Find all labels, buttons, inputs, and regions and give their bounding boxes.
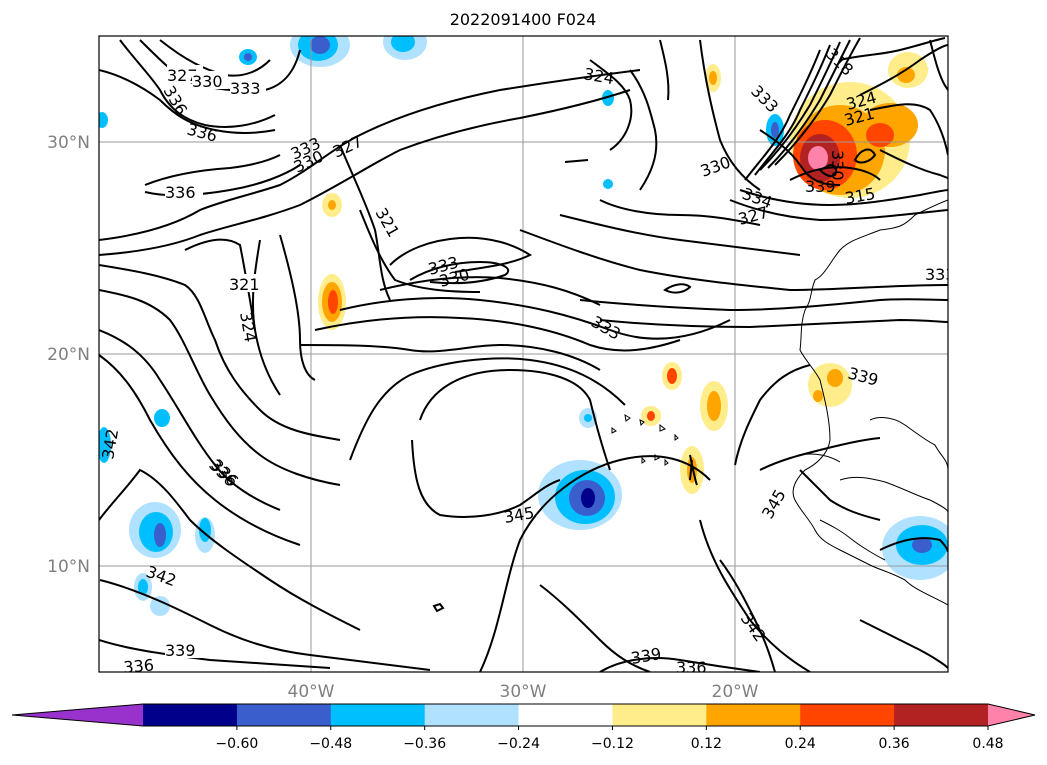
contour-label: 321 bbox=[229, 275, 260, 294]
colorbar-tick-label: 0.12 bbox=[691, 736, 722, 752]
contour-label: 315 bbox=[843, 184, 876, 208]
contour-label: 333 bbox=[925, 265, 956, 284]
contour-label: 330 bbox=[828, 150, 847, 181]
lon-label: 40°W bbox=[288, 682, 335, 702]
lon-label: 30°W bbox=[500, 682, 547, 702]
contour-label: 336 bbox=[160, 83, 192, 119]
contour-label: 327 bbox=[167, 66, 198, 85]
colorbar-segment bbox=[143, 704, 238, 726]
contour-label: 327 bbox=[736, 203, 770, 229]
contour-label: 339 bbox=[165, 641, 196, 660]
colorbar: −0.60 −0.48 −0.36 −0.24 −0.12 0.12 0.24 0.36 0.4… bbox=[11, 703, 1036, 752]
colorbar-segment bbox=[800, 704, 895, 726]
colorbar-tick-label: 0.48 bbox=[972, 736, 1003, 752]
colorbar-tick-label: −0.24 bbox=[497, 736, 540, 752]
coastlines bbox=[611, 199, 948, 606]
contour-label: 333 bbox=[747, 81, 782, 116]
lat-label: 10°N bbox=[47, 557, 90, 577]
contour-label: 336 bbox=[123, 655, 155, 677]
contour-label: 330 bbox=[698, 152, 733, 180]
colorbar-segment bbox=[236, 704, 332, 726]
contour-label: 324 bbox=[582, 64, 615, 88]
contour-label: 336 bbox=[676, 658, 707, 677]
map-area: 327 330 333 336 336 333 330 327 336 321 … bbox=[98, 36, 956, 677]
contour-label: 336 bbox=[165, 183, 196, 202]
colorbar-tick-label: 0.24 bbox=[785, 736, 816, 752]
colorbar-outline bbox=[11, 703, 1036, 727]
colorbar-segment bbox=[612, 704, 707, 726]
colorbar-segment bbox=[330, 704, 426, 726]
map-frame bbox=[98, 35, 949, 673]
colorbar-segment bbox=[706, 704, 801, 726]
colorbar-tick-label: −0.12 bbox=[591, 736, 634, 752]
contour-label: 330 bbox=[192, 72, 223, 91]
map-gridlines bbox=[99, 36, 948, 672]
colorbar-tick-label: 0.36 bbox=[879, 736, 910, 752]
contour-label: 345 bbox=[758, 486, 790, 522]
colorbar-extend-min bbox=[12, 704, 143, 726]
colorbar-tick-label: −0.60 bbox=[215, 736, 258, 752]
contour-label: 339 bbox=[805, 177, 836, 196]
colorbar-segment bbox=[518, 704, 613, 726]
lon-label: 20°W bbox=[712, 682, 759, 702]
colorbar-tick-label: −0.36 bbox=[403, 736, 446, 752]
colorbar-tick-label: −0.48 bbox=[309, 736, 352, 752]
contour-label: 324 bbox=[236, 310, 260, 343]
contour-label: 342 bbox=[98, 427, 122, 460]
contour-label: 339 bbox=[629, 644, 662, 668]
colorbar-segment bbox=[424, 704, 520, 726]
map-title: 2022091400 F024 bbox=[450, 10, 597, 29]
lat-label: 30°N bbox=[47, 133, 90, 153]
colorbar-segment bbox=[894, 704, 989, 726]
contour-lines bbox=[99, 37, 948, 672]
lat-label: 20°N bbox=[47, 345, 90, 365]
contour-label: 333 bbox=[588, 312, 624, 344]
contour-label: 333 bbox=[230, 79, 261, 98]
colorbar-extend-max bbox=[988, 704, 1035, 726]
